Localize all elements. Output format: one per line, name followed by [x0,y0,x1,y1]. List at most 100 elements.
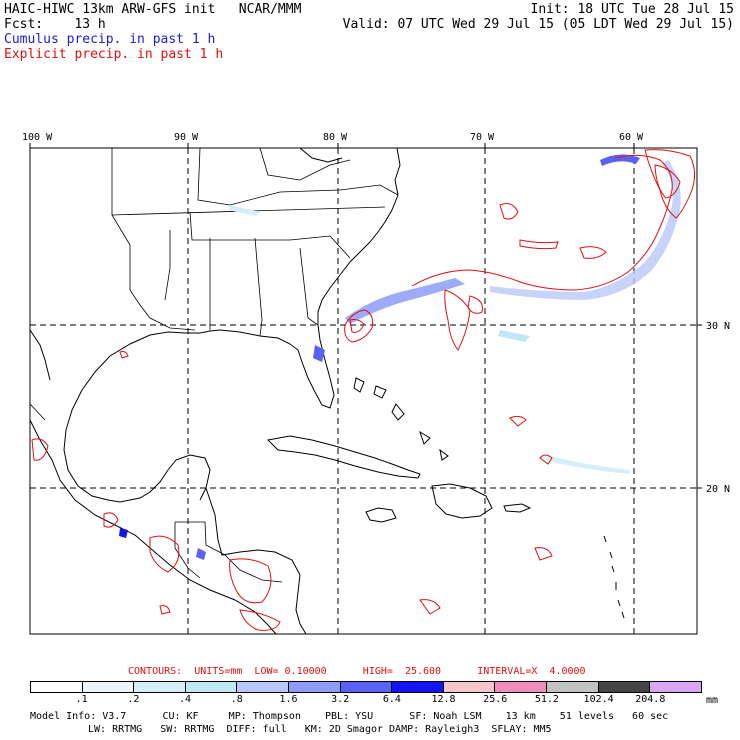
contour-cell-5 [509,415,527,427]
physics-info-line: LW: RRTMG SW: RRTMG DIFF: full KM: 2D Sm… [88,724,552,735]
border-alabama [254,237,263,337]
explicit-precip-label: Explicit precip. in past 1 h [4,47,224,62]
cumulus-cell-northeast [600,154,640,166]
model-info-line: Model Info: V3.7 CU: KF MP: Thompson PBL… [30,711,669,722]
color-bar-value: 1.6 [279,694,298,705]
init-time: Init: 18 UTC Tue 28 Jul 15 [530,2,735,17]
border-kentucky-virginia [197,147,399,206]
color-bar-value: 6.4 [382,694,401,705]
contour-cell-9 [159,605,171,615]
lat-label-20n: 20 N [706,484,730,495]
cumulus-patch-tennessee [228,205,260,216]
contour-mexico-south [103,512,119,528]
model-title: HAIC-HIWC 13km ARW-GFS init NCAR/MMM [4,2,302,17]
color-bar-value: 3.2 [331,694,350,705]
border-honduras [224,554,283,583]
puerto-rico-outline [503,503,532,513]
border-arkansas-louisiana [164,230,171,301]
color-swatch [288,682,340,692]
cumulus-precip-areas [119,154,681,560]
lat-lon-grid [30,148,697,634]
color-bar-value: 102.4 [583,694,614,705]
border-texas [111,148,196,331]
tick-marks [29,143,702,489]
contour-atlantic-cell [467,295,483,314]
lesser-antilles-outline [603,535,625,619]
cuba-outline [266,435,421,479]
border-tennessee [189,211,290,241]
color-swatch [236,682,289,692]
color-bar-value: 204.8 [635,694,666,705]
contour-cell-3 [579,246,607,259]
great-lakes-coast [299,147,343,163]
contour-cell-4 [539,454,553,465]
hispaniola-outline [431,483,493,519]
central-america-coast [205,487,307,635]
contour-cell-2 [519,239,559,250]
jamaica-outline [365,507,397,523]
mexico-pacific-coast [29,419,277,635]
color-bar-unit: mm [706,695,719,706]
coastlines [29,147,625,635]
contour-cell-7 [534,547,553,561]
contour-florida-core [349,319,365,333]
color-bar-labels: .1 .2 .4 .8 1.6 3.2 6.4 12.8 25.6 51.2 102.4 204.8 [30,694,702,706]
contour-florida-coast [344,309,374,343]
header-left: HAIC-HIWC 13km ARW-GFS init NCAR/MMM Fcs… [4,2,301,62]
color-bar-value: 25.6 [483,694,508,705]
cumulus-streak-south [545,455,630,474]
contour-nicaragua [239,609,281,631]
explicit-precip-contours [31,149,696,631]
color-swatch [31,682,82,692]
lon-label-70w: 70 W [470,132,495,143]
color-swatch [133,682,185,692]
color-bar-value: 12.8 [431,694,456,705]
header-right: Init: 18 UTC Tue 28 Jul 15 Valid: 07 UTC… [343,2,734,32]
contour-northeast-system [644,149,696,219]
contour-info: CONTOURS: UNITS=mm LOW= 0.10000 HIGH= 25… [128,666,586,677]
contour-guatemala [149,535,180,573]
color-bar-value: .8 [230,694,243,705]
cumulus-patch-atlantic [498,330,530,342]
border-guatemala-mexico [174,522,201,579]
cumulus-cell-mexico [119,528,128,538]
contour-cell-6 [419,599,441,615]
color-bar-value: 51.2 [534,694,559,705]
color-bar-value: .2 [127,694,140,705]
contour-atlantic-south [444,289,471,351]
cumulus-band-central [345,278,465,324]
contour-mexico-west [31,438,49,461]
contour-frontal-band [411,154,673,291]
color-bar-value: .4 [179,694,192,705]
color-swatch [597,682,650,692]
lat-label-30n: 30 N [706,321,730,332]
border-us-mexico [29,403,46,421]
color-swatch [339,682,392,692]
color-swatch [81,682,134,692]
cumulus-band-east [490,160,681,300]
color-swatch [391,682,443,692]
lon-label-60w: 60 W [619,132,644,143]
border-guatemala [175,521,226,556]
political-borders [29,147,399,583]
bahamas-outline [353,377,449,461]
lon-label-100w: 100 W [22,132,53,143]
border-georgia [299,247,319,326]
color-bar [30,681,702,693]
map-frame [29,147,698,635]
lon-label-90w: 90 W [174,132,199,143]
border-south-carolina [289,235,351,259]
cumulus-cell-florida [313,345,325,362]
contour-cell-1 [499,203,519,220]
color-swatch [442,682,495,692]
cumulus-precip-label: Cumulus precip. in past 1 h [4,32,216,47]
color-swatch [546,682,598,692]
gulf-coastline [63,331,211,503]
contour-cell-8 [119,351,129,359]
color-bar-value: .1 [75,694,88,705]
color-swatch [649,682,701,692]
color-swatch [184,682,237,692]
us-east-coastline [199,147,401,409]
lon-label-80w: 80 W [323,132,348,143]
